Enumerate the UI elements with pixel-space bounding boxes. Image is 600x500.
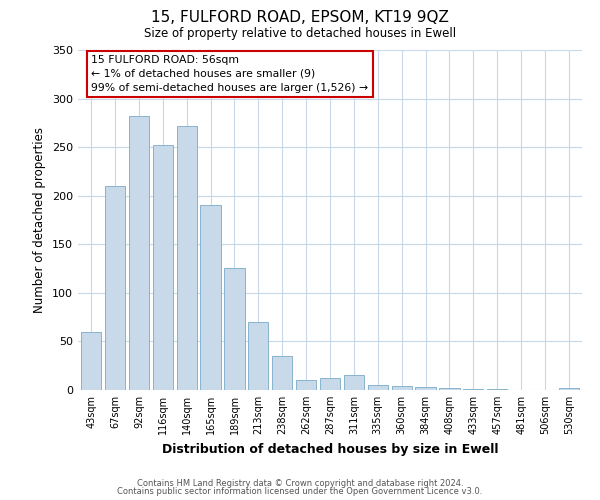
Bar (81, 332, 101, 390)
X-axis label: Distribution of detached houses by size in Ewell: Distribution of detached houses by size … (162, 442, 498, 456)
Bar (487, 389, 508, 390)
Bar (392, 386, 412, 390)
Text: Contains public sector information licensed under the Open Government Licence v3: Contains public sector information licen… (118, 487, 482, 496)
Bar (248, 322, 268, 390)
Text: Contains HM Land Registry data © Crown copyright and database right 2024.: Contains HM Land Registry data © Crown c… (137, 478, 463, 488)
Text: 15 FULFORD ROAD: 56sqm
← 1% of detached houses are smaller (9)
99% of semi-detac: 15 FULFORD ROAD: 56sqm ← 1% of detached … (91, 55, 368, 93)
Bar (463, 389, 484, 390)
Bar (320, 378, 340, 390)
Bar (559, 388, 579, 390)
Text: 15, FULFORD ROAD, EPSOM, KT19 9QZ: 15, FULFORD ROAD, EPSOM, KT19 9QZ (151, 10, 449, 25)
Bar (368, 385, 388, 390)
Bar (415, 387, 436, 390)
Bar (344, 376, 364, 390)
Bar (152, 145, 173, 390)
Bar (176, 126, 197, 390)
Bar (296, 380, 316, 390)
Bar (224, 268, 245, 390)
Bar (272, 356, 292, 390)
Y-axis label: Number of detached properties: Number of detached properties (34, 127, 46, 313)
Bar (200, 206, 221, 390)
Bar (129, 116, 149, 390)
Text: Size of property relative to detached houses in Ewell: Size of property relative to detached ho… (144, 28, 456, 40)
Bar (105, 186, 125, 390)
Bar (439, 388, 460, 390)
